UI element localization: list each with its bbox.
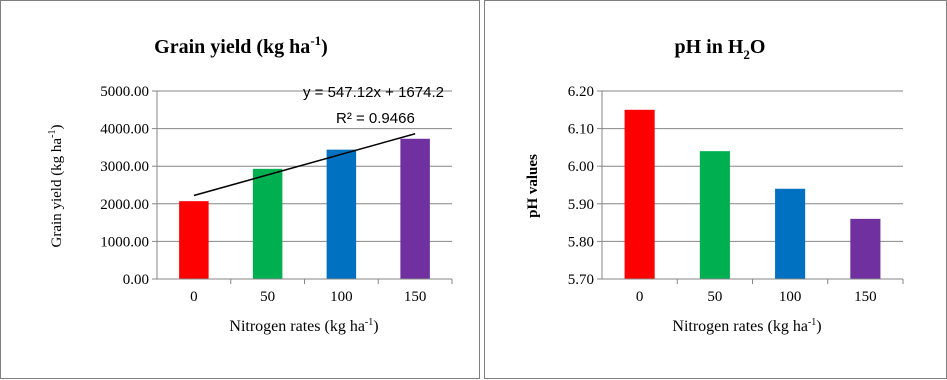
bars [179, 138, 430, 279]
x-tick-label: 150 [404, 289, 427, 305]
x-tick-label: 50 [707, 289, 722, 305]
x-tick-labels: 0 50 100 150 [190, 289, 426, 305]
ph-chart: pH in H2O 5.70 5.80 5.90 6.00 6.10 6.20 0 50 10… [525, 36, 904, 335]
chart-title: Grain yield (kg ha-1) [154, 33, 328, 58]
y-tick-label: 5000.00 [100, 84, 149, 100]
y-tick-label: 2000.00 [100, 197, 149, 213]
ph-chart-panel: pH in H2O 5.70 5.80 5.90 6.00 6.10 6.20 0 50 10… [484, 0, 947, 379]
bar [624, 109, 655, 279]
y-tick-label: 4000.00 [100, 122, 149, 138]
x-axis-label: Nitrogen rates (kg ha-1) [229, 317, 378, 335]
bar [252, 168, 283, 279]
x-tick-labels: 0 50 100 150 [636, 289, 877, 305]
bars [624, 109, 881, 279]
y-axis-label: pH values [525, 154, 541, 218]
y-tick-label: 6.10 [568, 122, 594, 138]
grain-yield-chart-panel: Grain yield (kg ha-1) 0.00 1000.00 2000.00… [0, 0, 480, 379]
y-tick-label: 5.80 [568, 234, 594, 250]
y-tick-label: 5.90 [568, 197, 594, 213]
bar [699, 151, 730, 279]
trendline-equation: y = 547.12x + 1674.2 [303, 84, 444, 101]
trendline-r-squared: R² = 0.9466 [336, 110, 415, 127]
bar [326, 149, 357, 279]
x-tick-label: 150 [854, 289, 877, 305]
chart-title: pH in H2O [675, 36, 766, 62]
x-tick-label: 100 [779, 289, 802, 305]
y-axis-label: Grain yield (kg ha-1) [47, 125, 65, 248]
bar [179, 201, 209, 279]
trendline [193, 133, 416, 197]
y-tick-label: 3000.00 [100, 159, 149, 175]
bar [400, 138, 430, 279]
y-tick-label: 0.00 [123, 272, 149, 288]
y-tick-labels: 0.00 1000.00 2000.00 3000.00 4000.00 5000.00 [100, 84, 149, 288]
y-tick-label: 5.70 [568, 272, 594, 288]
x-tick-label: 50 [260, 289, 275, 305]
x-tick-label: 0 [190, 289, 198, 305]
y-tick-labels: 5.70 5.80 5.90 6.00 6.10 6.20 [568, 84, 594, 288]
x-axis-label: Nitrogen rates (kg ha-1) [672, 317, 821, 335]
y-tick-label: 6.20 [568, 84, 594, 100]
y-tick-label: 1000.00 [100, 234, 149, 250]
bar [850, 218, 881, 279]
y-tick-label: 6.00 [568, 159, 594, 175]
grain-yield-chart: Grain yield (kg ha-1) 0.00 1000.00 2000.00… [47, 33, 453, 335]
bar [775, 188, 806, 279]
x-tick-label: 0 [636, 289, 644, 305]
x-tick-label: 100 [330, 289, 353, 305]
